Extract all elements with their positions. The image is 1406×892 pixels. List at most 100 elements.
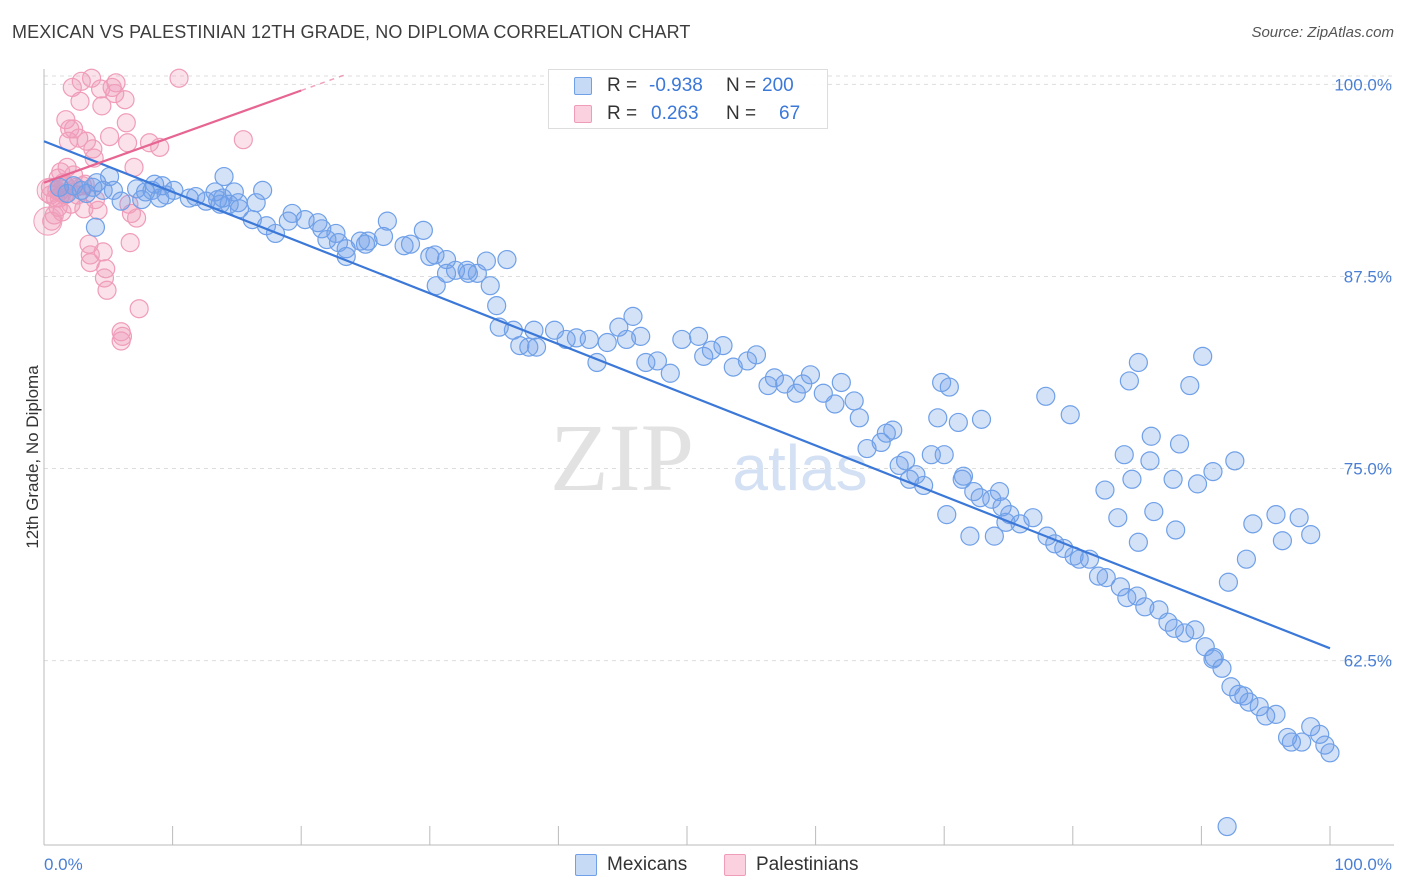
mexicans-point <box>1119 371 1139 391</box>
mexicans-point <box>425 245 445 265</box>
mexicans-point <box>1117 588 1137 608</box>
palestinians-point <box>233 130 253 150</box>
mexicans-point <box>413 220 433 240</box>
mexicans-point <box>1141 426 1161 446</box>
mexicans-point <box>1095 480 1115 500</box>
palestinians-point <box>36 177 62 203</box>
palestinians-point <box>97 280 117 300</box>
mexicans-point <box>631 326 651 346</box>
mexicans-point <box>350 231 370 251</box>
mexicans-point <box>928 408 948 428</box>
mexicans-point <box>317 229 337 250</box>
palestinians-point <box>88 200 108 220</box>
mexicans-point <box>1204 647 1224 668</box>
source-label: Source: ZipAtlas.com <box>1251 24 1394 41</box>
mexicans-point <box>694 346 714 366</box>
mexicans-point <box>660 363 680 383</box>
n-value: 200 <box>762 75 794 96</box>
mexicans-point <box>1128 532 1148 552</box>
mexicans-point <box>746 345 767 365</box>
mexicans-point <box>103 180 124 200</box>
mexicans-point <box>672 329 692 350</box>
tick-labels: 62.5% 75.0% 87.5% 100.0% 0.0% 100.0% <box>44 75 1392 874</box>
mexicans-point <box>723 357 743 377</box>
mexicans-point <box>1185 620 1205 640</box>
n-value: 67 <box>779 103 801 124</box>
palestinians-point <box>99 127 120 147</box>
mexicans-point <box>992 497 1012 517</box>
mexicans-point <box>1203 649 1223 669</box>
mexicans-point <box>989 481 1010 502</box>
palestinians-point <box>33 206 63 236</box>
palestinians-trend-extension <box>300 73 347 92</box>
mexicans-point <box>764 368 785 388</box>
mexicans-trend-line <box>43 140 1331 650</box>
mexicans-point <box>906 465 926 485</box>
mexicans-point <box>487 296 507 316</box>
y-axis-title: 12th Grade, No Diploma <box>23 365 42 549</box>
mexicans-point <box>1140 451 1160 471</box>
y-tick-label: 87.5% <box>1344 267 1392 286</box>
mexicans-point <box>623 306 643 326</box>
mexicans-point <box>426 276 446 296</box>
x-tick-label: 100.0% <box>1334 855 1392 874</box>
mexicans-point <box>1203 461 1223 482</box>
mexicans-point <box>1096 568 1116 588</box>
mexicans-point <box>1234 686 1254 706</box>
r-value: -0.938 <box>649 75 703 96</box>
mexicans-point <box>526 337 547 357</box>
mexicans-swatch <box>574 77 592 95</box>
palestinians-point <box>92 96 112 116</box>
mexicans-point <box>1256 706 1276 726</box>
stats-box: R = -0.938 N = 200 R = 0.263 N = 67 <box>548 69 828 129</box>
palestinians-point <box>70 91 90 111</box>
mexicans-point <box>1193 346 1213 366</box>
mexicans-point <box>312 219 332 239</box>
mexicans-point <box>982 489 1002 509</box>
mexicans-point <box>1144 501 1164 522</box>
mexicans-point <box>934 445 954 465</box>
palestinians-point <box>63 119 84 139</box>
palestinians-point <box>115 90 135 110</box>
mexicans-point <box>1281 732 1302 752</box>
mexicans-point <box>701 340 722 360</box>
gridlines <box>44 75 1394 662</box>
mexicans-point <box>871 432 891 453</box>
mexicans-point <box>1054 538 1074 559</box>
mexicans-point <box>1187 474 1208 494</box>
palestinians-point <box>120 233 140 253</box>
palestinians-point <box>106 73 126 93</box>
mexicans-point <box>497 249 517 270</box>
mexicans-legend-swatch <box>575 854 597 876</box>
y-tick-label: 75.0% <box>1344 460 1392 479</box>
palestinians-swatch <box>574 105 592 123</box>
mexicans-point <box>253 180 273 200</box>
r-label: R = <box>607 75 638 96</box>
n-label: N = <box>726 103 757 124</box>
mexicans-point <box>355 234 376 254</box>
mexicans-point <box>953 466 974 486</box>
mexicans-point <box>1036 386 1056 406</box>
mexicans-point <box>713 335 733 356</box>
mexicans-point <box>1163 469 1183 489</box>
mexicans-point <box>1114 445 1134 465</box>
y-tick-label: 100.0% <box>1334 75 1392 94</box>
mexicans-point <box>948 412 968 433</box>
mexicans-point <box>1218 572 1239 592</box>
mexicans-point <box>1243 514 1263 534</box>
mexicans-point <box>1301 524 1321 545</box>
watermark-zip: ZIP <box>550 404 694 511</box>
palestinians-point <box>69 128 89 148</box>
mexicans-point <box>394 236 414 256</box>
mexicans-point <box>932 372 952 393</box>
mexicans-point <box>1289 508 1309 528</box>
mexicans-point <box>400 234 421 254</box>
mexicans-point <box>246 193 266 213</box>
stats-row-palestinians: R = 0.263 N = 67 <box>549 100 827 128</box>
mexicans-point <box>831 372 851 393</box>
mexicans-point <box>295 209 315 230</box>
mexicans-point <box>960 526 980 546</box>
palestinians-trend-line <box>43 89 302 184</box>
mexicans-point <box>1128 352 1148 373</box>
palestinians-points <box>33 68 253 351</box>
